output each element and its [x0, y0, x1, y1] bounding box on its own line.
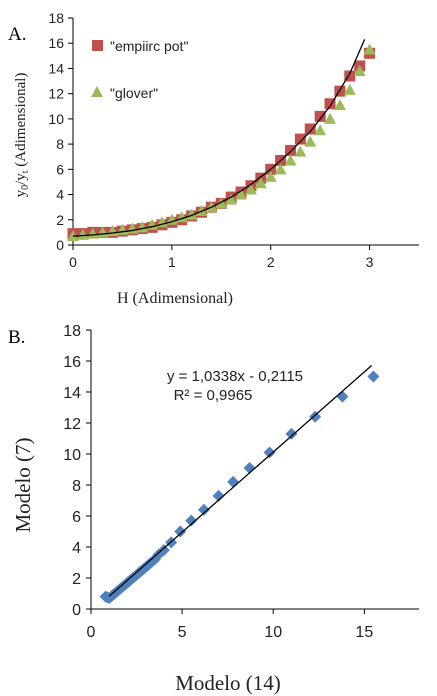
panel-b-point [185, 514, 198, 527]
glover-point [333, 99, 346, 111]
panel-a-y-tick-label: 12 [48, 86, 64, 102]
panel-a-y-tick-label: 2 [56, 212, 64, 228]
panel-a-y-tick-label: 18 [48, 10, 64, 26]
panel-b-y-tick-label: 0 [72, 602, 81, 619]
panel-a-x-tick-label: 2 [267, 254, 275, 270]
panel-b-x-tick-label: 15 [355, 624, 373, 641]
empiirc-point [314, 110, 326, 122]
panel-a-y-tick-label: 0 [56, 237, 64, 253]
panel-b-point [285, 427, 298, 440]
panel-a-x-tick-label: 1 [168, 254, 176, 270]
glover-point [324, 112, 337, 124]
panel-b-point [227, 475, 240, 488]
panel-a-y-tick-label: 6 [56, 161, 64, 177]
panel-b-y-tick-label: 14 [63, 385, 81, 402]
glover-point [244, 183, 257, 195]
panel-b-point [263, 446, 276, 459]
panel-b-point [157, 544, 170, 557]
panel-b-y-tick-label: 16 [63, 354, 81, 371]
panel-b-y-tick-label: 12 [63, 416, 81, 433]
legend-label-glover: "glover" [110, 85, 158, 101]
panel-a-y-tick-label: 8 [56, 136, 64, 152]
panel-b-marks [99, 365, 380, 605]
legend-marker-empiirc [92, 40, 103, 51]
panel-b-x-tick-label: 10 [264, 624, 282, 641]
panel-a-x-tick-label: 3 [366, 254, 374, 270]
panel-b: B. 0 2 4 6 8 10 12 14 16 18 0 5 10 15 y = 1,0338x - 0… [8, 323, 419, 695]
panel-a-x-tick-label: 0 [69, 254, 77, 270]
panel-a-y-tick-label: 14 [48, 60, 64, 76]
panel-b-point [336, 390, 349, 403]
legend-label-empiirc: "empiirc pot" [110, 38, 188, 54]
glover-point [274, 163, 287, 175]
panel-a-marks [67, 39, 376, 242]
panel-b-point [197, 503, 210, 516]
glover-point [284, 154, 297, 166]
empiirc-point [344, 70, 356, 82]
glover-point [363, 43, 376, 55]
glover-point [86, 227, 99, 239]
panel-a-legend: "empiirc pot" "glover" [91, 38, 188, 101]
glover-point [254, 177, 267, 189]
empiirc-point [324, 98, 336, 110]
glover-point [225, 193, 238, 205]
empiirc-point [284, 144, 296, 156]
glover-point [314, 124, 327, 136]
trendline-r-squared: R² = 0,9965 [174, 387, 253, 404]
panel-b-point [367, 370, 380, 383]
panel-b-axes: 0 2 4 6 8 10 12 14 16 18 0 5 10 15 [63, 323, 419, 641]
glover-point [304, 135, 317, 147]
panel-a-y-tick-label: 10 [48, 111, 64, 127]
panel-b-x-tick-label: 5 [178, 624, 187, 641]
panel-b-y-tick-label: 8 [72, 478, 81, 495]
panel-b-label: B. [8, 327, 25, 348]
panel-b-y-tick-label: 18 [63, 323, 81, 340]
empiirc-point [304, 123, 316, 135]
panel-a-fit-curve [72, 39, 366, 237]
panel-b-point [309, 410, 322, 423]
trendline-equation: y = 1,0338x - 0,2115 [167, 368, 303, 385]
glover-point [343, 83, 356, 95]
panel-b-point [212, 489, 225, 502]
panel-a-y-tick-label: 4 [56, 187, 64, 203]
panel-b-x-tick-label: 0 [87, 624, 96, 641]
empiirc-point [334, 85, 346, 97]
glover-point [264, 170, 277, 182]
glover-point [235, 188, 248, 200]
panel-b-y-axis-label: Modelo (7) [11, 437, 35, 532]
panel-b-point [174, 525, 187, 538]
panel-a-y-tick-label: 16 [48, 35, 64, 51]
panel-b-y-tick-label: 10 [63, 447, 81, 464]
panel-a-x-axis-label: H (Adimensional) [117, 290, 233, 307]
panel-a-y-axis-label: y0/yt (Adimensional) [13, 73, 31, 198]
legend-marker-glover [91, 86, 103, 97]
panel-a-label: A. [8, 24, 26, 45]
glover-point [76, 228, 89, 240]
panel-b-y-tick-label: 6 [72, 509, 81, 526]
glover-point [294, 145, 307, 157]
panel-b-trendline [108, 365, 373, 597]
panel-b-x-axis-label: Modelo (14) [175, 671, 281, 695]
panel-b-y-tick-label: 2 [72, 571, 81, 588]
glover-point [353, 64, 366, 76]
empiirc-point [294, 133, 306, 145]
panel-b-y-tick-label: 4 [72, 540, 81, 557]
